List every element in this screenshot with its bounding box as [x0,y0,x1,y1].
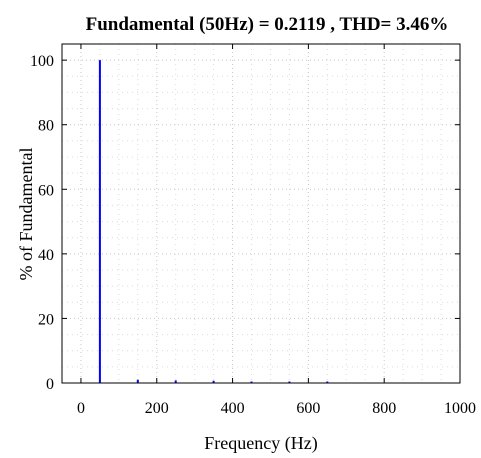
y-tick-label: 80 [38,118,54,135]
y-tick-label: 20 [38,311,54,328]
plot-frame [61,43,461,384]
y-tick-label: 0 [46,376,54,393]
x-axis-ticks: 0 200 400 600 800 1000 [77,44,476,417]
y-axis-label: % of Fundamental [16,148,36,281]
chart-title: Fundamental (50Hz) = 0.2119 , THD= 3.46% [86,14,449,35]
x-tick-label: 0 [77,400,85,417]
y-tick-label: 40 [38,247,54,264]
y-axis-ticks: 0 20 40 60 80 100 [30,53,460,393]
x-tick-label: 800 [372,400,396,417]
grid [61,43,461,384]
y-tick-label: 60 [38,182,54,199]
x-tick-label: 200 [145,400,169,417]
y-tick-label: 100 [30,53,54,70]
x-tick-label: 400 [221,400,245,417]
x-axis-label: Frequency (Hz) [204,433,317,454]
x-tick-label: 600 [296,400,320,417]
x-tick-label: 1000 [444,400,476,417]
